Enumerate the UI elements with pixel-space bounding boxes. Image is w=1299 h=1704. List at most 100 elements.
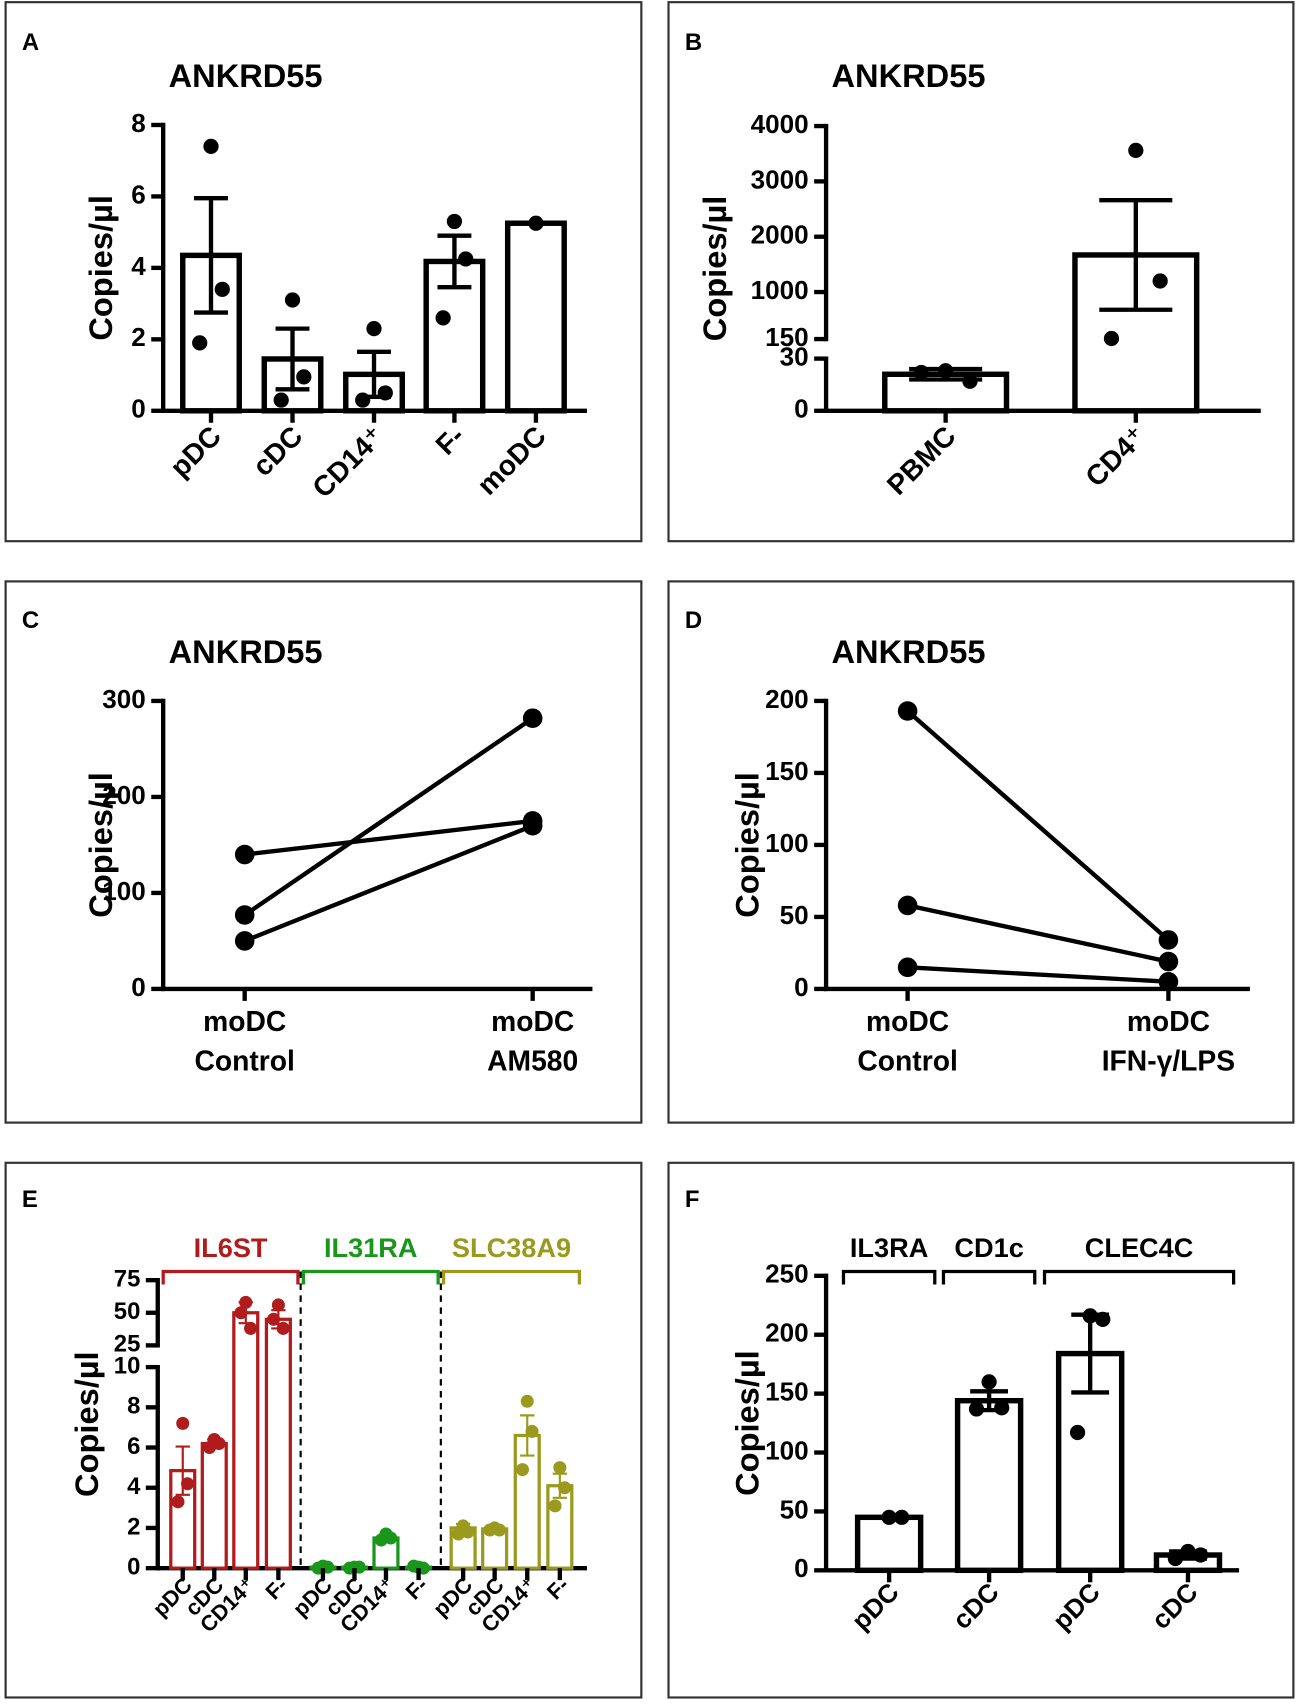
data-point [558, 1481, 572, 1495]
x-tick-label: moDC [491, 1005, 574, 1037]
y-tick-label: 100 [765, 1435, 809, 1465]
data-point [214, 281, 230, 297]
y-axis-label: Copies/µl [729, 772, 766, 918]
data-point [234, 844, 255, 865]
y-tick-label: 6 [131, 179, 146, 209]
data-point [202, 1441, 217, 1455]
data-point [938, 363, 954, 379]
panel-letter: C [22, 607, 39, 634]
data-point [377, 385, 393, 401]
series-line [907, 965, 1169, 984]
x-tick-label: CD4⁺ [1079, 419, 1152, 492]
error-bar [1099, 198, 1173, 312]
group-bracket [161, 1269, 300, 1285]
data-point [1095, 1311, 1111, 1328]
y-tick-label: 0 [131, 972, 146, 1002]
y-tick-label: 3000 [751, 164, 809, 194]
y-tick-label: 75 [114, 1265, 141, 1292]
y-tick-label: 50 [780, 900, 809, 930]
data-point [1158, 971, 1179, 992]
chart-title: ANKRD55 [832, 57, 986, 94]
data-point [1158, 951, 1179, 972]
data-point [267, 1312, 281, 1326]
x-tick-label: PBMC [880, 419, 961, 500]
y-tick-label: 8 [127, 1393, 140, 1420]
series-line [243, 823, 534, 943]
x-tick-label: cDC [246, 419, 309, 482]
y-tick-label: 150 [765, 1377, 809, 1407]
data-point [203, 138, 219, 155]
data-point [1152, 273, 1168, 289]
group-bracket [301, 1269, 440, 1285]
data-point [968, 1401, 985, 1417]
x-tick-label: IFN-γ/LPS [1102, 1044, 1235, 1076]
y-tick-label: 200 [765, 1318, 809, 1348]
y-axis-label: Copies/µl [696, 196, 733, 342]
y-tick-label: 4 [127, 1473, 141, 1500]
y-tick-label: 2 [131, 322, 146, 352]
series-line [243, 716, 534, 917]
y-tick-label: 0 [127, 1553, 140, 1580]
y-tick-label: 200 [765, 684, 809, 714]
series-line [907, 903, 1169, 964]
chart-title: ANKRD55 [169, 633, 323, 670]
data-point [192, 335, 208, 351]
data-point [366, 321, 382, 337]
data-point [234, 1306, 248, 1320]
data-point [897, 957, 918, 978]
data-point [897, 895, 918, 916]
data-point [284, 292, 301, 308]
panel-letter: A [22, 29, 39, 56]
x-tick-label: CD14⁺ [306, 419, 390, 503]
data-point [374, 1533, 388, 1547]
y-tick-label: 150 [765, 756, 809, 786]
error-bar [194, 196, 228, 315]
data-point [1128, 142, 1144, 159]
x-tick-label: moDC [471, 419, 552, 500]
panel-border [667, 580, 1295, 1124]
data-point [1158, 930, 1179, 950]
data-point [492, 1523, 506, 1537]
y-tick-label: 50 [780, 1494, 809, 1524]
data-point [525, 1424, 539, 1438]
chart-title: ANKRD55 [169, 57, 323, 94]
x-tick-label: AM580 [487, 1044, 578, 1076]
data-point [1082, 1308, 1098, 1324]
data-point [553, 1461, 567, 1475]
data-point [522, 708, 543, 729]
y-tick-label: 150 [765, 322, 809, 352]
data-point [913, 364, 929, 381]
x-tick-label: F- [429, 419, 470, 460]
data-point [962, 373, 978, 389]
y-tick-label: 250 [765, 1259, 809, 1289]
y-axis-label: Copies/µl [68, 1351, 105, 1497]
data-point [522, 815, 543, 836]
bar [264, 1317, 292, 1570]
y-tick-label: 10 [114, 1352, 141, 1379]
error-bar [437, 233, 472, 290]
data-point [446, 213, 463, 230]
y-axis-label: Copies/µl [82, 195, 119, 341]
data-point [528, 215, 544, 231]
data-point [451, 1527, 465, 1541]
data-point [273, 392, 289, 408]
data-point [1167, 1550, 1183, 1567]
panel-letter: B [685, 29, 702, 56]
bar [504, 220, 567, 414]
x-tick-label: cDC [1146, 1577, 1204, 1635]
bar [954, 1397, 1024, 1574]
group-bracket [1042, 1269, 1236, 1285]
data-point [483, 1523, 497, 1537]
y-tick-label: 100 [765, 828, 809, 858]
group-label: CLEC4C [1085, 1232, 1194, 1263]
panel-border [667, 1161, 1295, 1699]
y-tick-label: 0 [794, 972, 809, 1002]
data-point [239, 1295, 253, 1309]
y-tick-label: 4000 [751, 109, 809, 139]
x-tick-label: pDC [846, 1577, 905, 1636]
data-point [458, 251, 474, 267]
x-tick-label: moDC [203, 1005, 286, 1037]
data-point [515, 1463, 529, 1477]
data-point [355, 392, 371, 408]
